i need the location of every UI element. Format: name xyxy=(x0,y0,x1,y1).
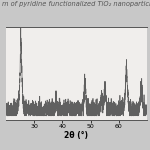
X-axis label: 2θ (°): 2θ (°) xyxy=(64,130,88,140)
Text: m of pyridine functionalized TiO₂ nanoparticles.: m of pyridine functionalized TiO₂ nanopa… xyxy=(2,1,150,7)
